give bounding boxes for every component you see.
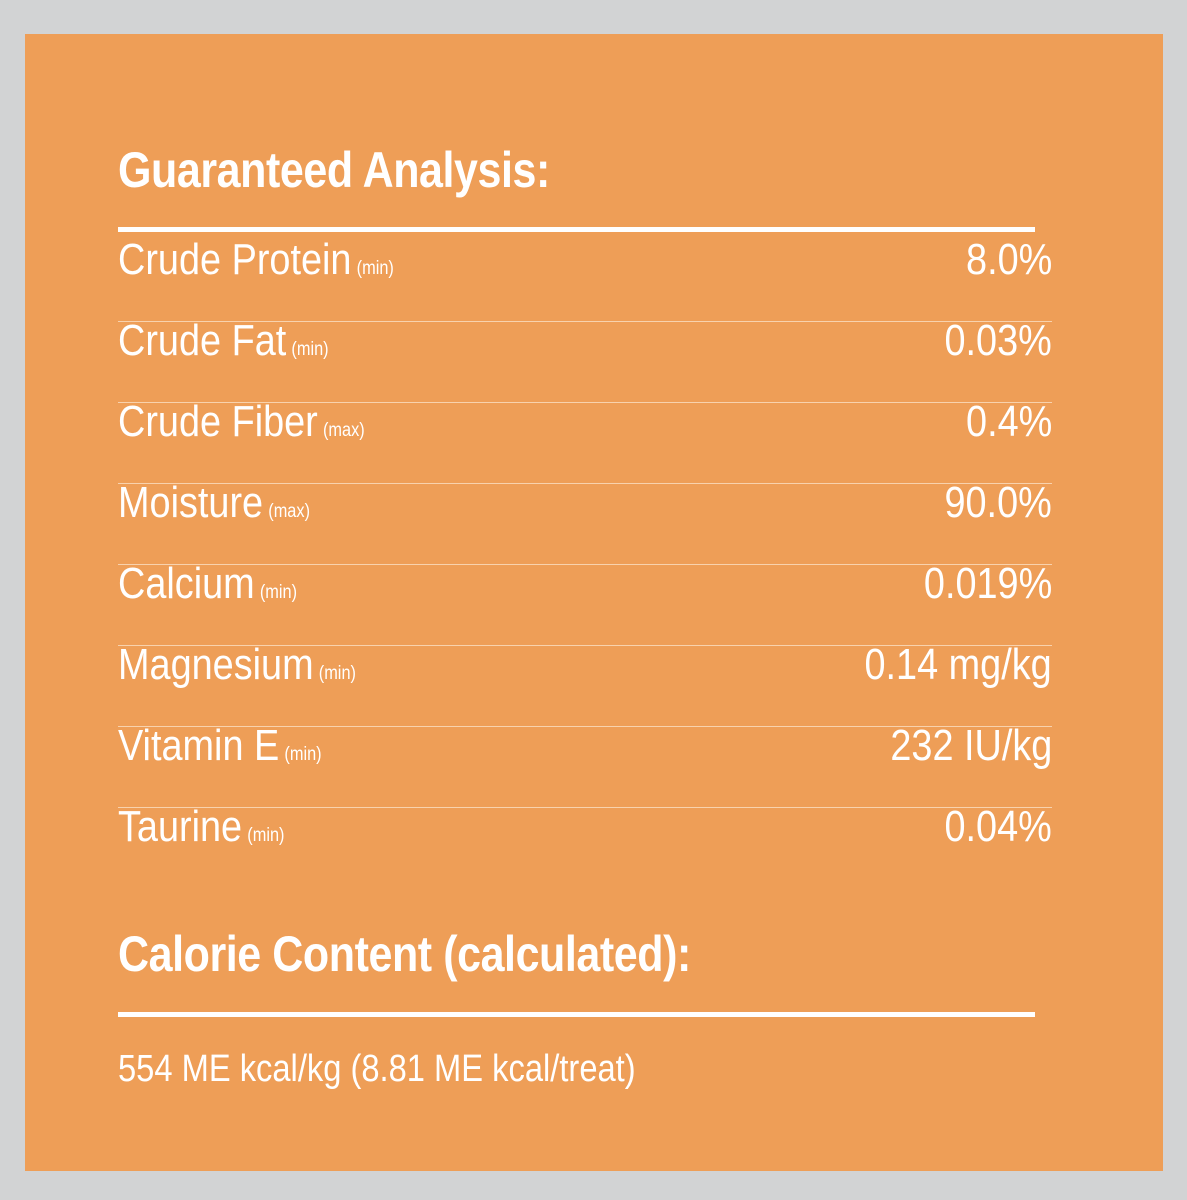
- guaranteed-analysis-heading: Guaranteed Analysis:: [118, 142, 550, 198]
- nutrient-qualifier: (max): [322, 420, 365, 441]
- table-row: Vitamin E (min) 232 IU/kg: [118, 721, 1052, 808]
- nutrient-name: Magnesium: [118, 640, 314, 689]
- table-row: Crude Protein (min) 8.0%: [118, 235, 1052, 322]
- calorie-content-value: 554 ME kcal/kg (8.81 ME kcal/treat): [118, 1048, 636, 1090]
- nutrient-value: 0.03%: [944, 316, 1052, 365]
- nutrient-qualifier: (min): [291, 339, 329, 360]
- nutrient-name: Vitamin E: [118, 721, 280, 770]
- row-divider: [118, 564, 1052, 565]
- table-row: Crude Fat (min) 0.03%: [118, 316, 1052, 403]
- row-divider: [118, 483, 1052, 484]
- nutrient-qualifier: (min): [318, 663, 356, 684]
- table-row: Taurine (min) 0.04%: [118, 802, 1052, 889]
- row-divider: [118, 645, 1052, 646]
- heading-rule: [118, 1012, 1035, 1017]
- row-divider: [118, 321, 1052, 322]
- heading-rule: [118, 227, 1035, 232]
- nutrient-qualifier: (min): [247, 825, 285, 846]
- nutrient-name: Crude Fiber: [118, 397, 318, 446]
- nutrient-value: 90.0%: [944, 478, 1052, 527]
- table-row: Moisture (max) 90.0%: [118, 478, 1052, 565]
- nutrient-qualifier: (max): [268, 501, 311, 522]
- nutrient-value: 232 IU/kg: [890, 721, 1052, 770]
- nutrient-qualifier: (min): [284, 744, 322, 765]
- analysis-panel: [25, 34, 1163, 1171]
- nutrient-value: 0.04%: [944, 802, 1052, 851]
- nutrient-name: Taurine: [118, 802, 243, 851]
- nutrient-value: 8.0%: [965, 235, 1052, 284]
- nutrient-qualifier: (min): [356, 258, 394, 279]
- row-divider: [118, 807, 1052, 808]
- nutrient-qualifier: (min): [259, 582, 298, 603]
- calorie-content-heading: Calorie Content (calculated):: [118, 926, 691, 982]
- nutrient-value: 0.4%: [965, 397, 1052, 446]
- table-row: Magnesium (min) 0.14 mg/kg: [118, 640, 1052, 727]
- nutrient-value: 0.14 mg/kg: [864, 640, 1052, 689]
- row-divider: [118, 726, 1052, 727]
- nutrient-name: Crude Protein: [118, 235, 352, 284]
- table-row: Crude Fiber (max) 0.4%: [118, 397, 1052, 484]
- table-row: Calcium (min) 0.019%: [118, 559, 1052, 646]
- nutrient-name: Crude Fat: [118, 316, 287, 365]
- nutrient-name: Calcium: [118, 559, 255, 608]
- nutrient-name: Moisture: [118, 478, 264, 527]
- nutrient-value: 0.019%: [923, 559, 1052, 608]
- row-divider: [118, 402, 1052, 403]
